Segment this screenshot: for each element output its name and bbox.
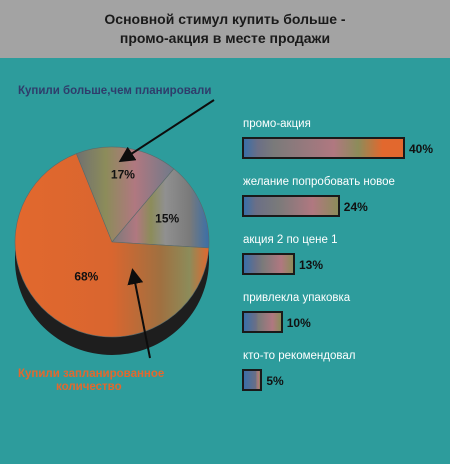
pie-depth xyxy=(15,242,209,355)
bar-4 xyxy=(242,311,283,333)
bar-fill-2 xyxy=(244,197,338,215)
bar-category-label-3: акция 2 по цене 1 xyxy=(243,234,338,246)
bar-fill-5 xyxy=(244,371,261,389)
bar-value-label-2: 24% xyxy=(343,200,368,214)
pie-slice-label-2: 15% xyxy=(155,212,179,226)
pie-slice-label-3: 68% xyxy=(74,270,98,284)
bar-category-label-5: кто-то рекомендовал xyxy=(243,350,356,362)
bar-3 xyxy=(242,253,295,275)
title-bar: Основной стимул купить больше - промо-ак… xyxy=(0,0,450,58)
bar-category-label-4: привлекла упаковка xyxy=(243,292,351,304)
chart-title-line-1: Основной стимул купить больше - xyxy=(104,11,346,27)
bar-fill-3 xyxy=(244,255,293,273)
bar-value-label-4: 10% xyxy=(286,316,311,330)
callout-top-label: Купили больше,чем планировали xyxy=(18,85,212,97)
pie-slice-3 xyxy=(14,153,210,338)
bar-5 xyxy=(242,369,263,391)
bar-2 xyxy=(242,195,340,217)
pie-slice-label-1: 17% xyxy=(111,167,135,181)
pie-slice-2 xyxy=(111,168,210,249)
bar-value-label-5: 5% xyxy=(266,374,284,388)
bar-1 xyxy=(242,137,405,159)
bar-category-label-2: желание попробовать новое xyxy=(243,176,395,188)
callout-bottom-arrow xyxy=(127,268,151,359)
callout-bottom-label-line-2: количество xyxy=(56,381,122,393)
bar-fill-4 xyxy=(244,313,281,331)
callout-bottom-label-line-1: Купили запланированное xyxy=(18,368,165,380)
callout-top-arrow xyxy=(118,99,215,163)
bar-fill-1 xyxy=(244,139,403,157)
bar-value-label-1: 40% xyxy=(409,142,434,156)
bar-value-label-3: 13% xyxy=(298,258,323,272)
bar-category-label-1: промо-акция xyxy=(243,118,311,130)
chart-title-line-2: промо-акция в месте продажи xyxy=(119,30,331,46)
